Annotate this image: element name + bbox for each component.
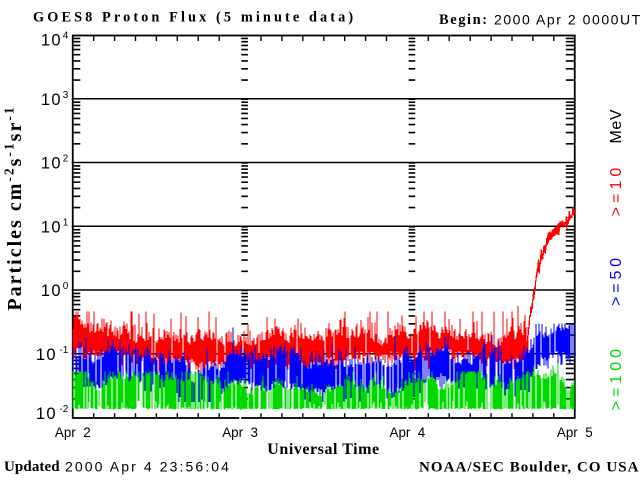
svg-text:-1: -1 bbox=[59, 345, 68, 356]
svg-text:MeV: MeV bbox=[608, 109, 625, 144]
svg-text:GOES8 Proton Flux (5 minute da: GOES8 Proton Flux (5 minute data) bbox=[33, 10, 356, 26]
svg-text:10: 10 bbox=[41, 282, 62, 300]
svg-text:>=10: >=10 bbox=[608, 164, 625, 216]
svg-text:10: 10 bbox=[36, 346, 57, 364]
svg-text:Particles cm-2s-1sr-1: Particles cm-2s-1sr-1 bbox=[2, 105, 27, 310]
svg-text:Apr 3: Apr 3 bbox=[222, 425, 258, 440]
svg-text:10: 10 bbox=[41, 32, 62, 50]
svg-text:2000 Apr 2 0000UT: 2000 Apr 2 0000UT bbox=[494, 12, 640, 28]
svg-text:Updated: Updated bbox=[4, 459, 60, 475]
svg-text:-2: -2 bbox=[59, 404, 68, 415]
svg-text:10: 10 bbox=[41, 91, 62, 109]
svg-text:10: 10 bbox=[36, 405, 57, 423]
svg-text:>=50: >=50 bbox=[608, 254, 625, 306]
svg-text:Apr 4: Apr 4 bbox=[390, 425, 426, 440]
svg-text:1: 1 bbox=[63, 217, 69, 228]
svg-text:10: 10 bbox=[41, 155, 62, 173]
svg-text:2: 2 bbox=[63, 154, 69, 165]
svg-text:4: 4 bbox=[63, 31, 69, 42]
svg-text:Apr 5: Apr 5 bbox=[557, 425, 593, 440]
svg-text:Apr 2: Apr 2 bbox=[55, 425, 91, 440]
svg-text:3: 3 bbox=[63, 90, 69, 101]
svg-text:10: 10 bbox=[41, 218, 62, 236]
svg-text:NOAA/SEC Boulder, CO USA: NOAA/SEC Boulder, CO USA bbox=[419, 460, 640, 476]
svg-text:Universal Time: Universal Time bbox=[267, 441, 379, 458]
svg-text:0: 0 bbox=[63, 281, 69, 292]
svg-text:Begin:: Begin: bbox=[439, 12, 489, 28]
svg-text:2000 Apr 4 23:56:04: 2000 Apr 4 23:56:04 bbox=[65, 459, 231, 475]
svg-text:>=100: >=100 bbox=[608, 345, 625, 410]
